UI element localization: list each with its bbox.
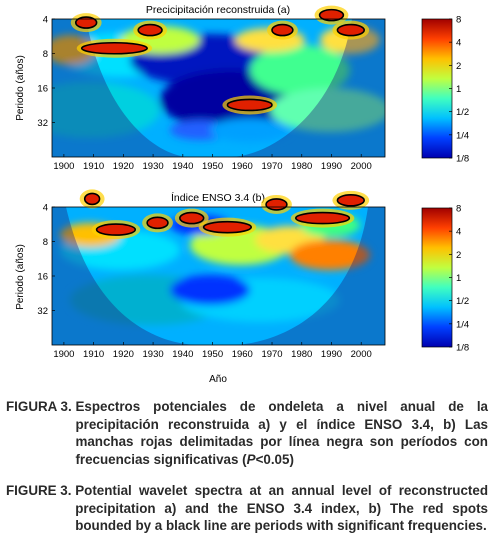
significant-region	[265, 198, 288, 211]
x-tick-label: 1920	[113, 161, 134, 172]
y-axis-a: 4 8 16 32	[37, 15, 55, 129]
colorbar-a: 8 4 2 1 1/2 1/4 1/8	[421, 15, 469, 165]
colorbar-tick-label: 1/2	[456, 107, 469, 118]
colorbar-tick-label: 4	[456, 227, 461, 238]
x-tick-label: 1990	[321, 161, 342, 172]
caption-en-text: Potential wavelet spectra at an annual l…	[75, 483, 488, 534]
y-tick-label: 32	[37, 306, 48, 317]
colorbar-b: 8 4 2 1 1/2 1/4 1/8	[421, 204, 469, 354]
x-tick-label: 2000	[351, 349, 372, 360]
colorbar-tick-label: 8	[456, 204, 461, 215]
y-axis-label-a: Periodo (años)	[15, 55, 26, 121]
x-tick-label: 1980	[291, 161, 312, 172]
y-axis-label-b: Periodo (años)	[15, 244, 26, 310]
colorbar-gradient	[421, 18, 453, 159]
heatmap-patch	[52, 35, 95, 65]
x-axis-label-b: Año	[209, 374, 227, 385]
heatmap-patch	[250, 45, 350, 95]
wavelet-figure: Precicipitación reconstruida (a) 1900 191…	[15, 4, 469, 385]
significant-region	[202, 220, 253, 234]
chart-title-a: Precicipitación reconstruida (a)	[146, 4, 290, 16]
x-tick-label: 1920	[113, 349, 134, 360]
caption-english: FIGURE 3. Potential wavelet spectra at a…	[6, 482, 488, 535]
significant-region	[179, 211, 205, 225]
colorbar-tick-label: 1/2	[456, 296, 469, 307]
colorbar-tick-label: 8	[456, 15, 461, 26]
significant-region	[271, 23, 294, 37]
caption-spanish: FIGURA 3. Espectros potenciales de ondel…	[6, 398, 488, 468]
significant-region	[295, 211, 351, 225]
colorbar-tick-label: 2	[456, 61, 461, 72]
colorbar-tick-label: 4	[456, 38, 461, 49]
significant-region	[80, 41, 148, 55]
significant-region	[83, 192, 101, 206]
x-tick-label: 1980	[291, 349, 312, 360]
colorbar-tick-label: 1	[456, 84, 461, 95]
significant-region	[336, 194, 365, 207]
significant-region	[74, 16, 98, 29]
y-tick-label: 32	[37, 118, 48, 129]
significant-region	[137, 23, 163, 37]
y-tick-label: 8	[43, 237, 48, 248]
caption-es-p: P	[246, 451, 256, 467]
heatmap-patch	[170, 275, 250, 305]
colorbar-tick-label: 1	[456, 273, 461, 284]
x-tick-label: 1910	[83, 349, 104, 360]
colorbar-tick-label: 1/8	[456, 154, 469, 165]
y-tick-label: 4	[43, 203, 48, 214]
significant-regions-b	[79, 189, 370, 240]
x-axis-a: 1900 1910 1920 1930 1940 1950 1960 1970 1980 1990…	[53, 154, 372, 172]
significant-region	[146, 216, 169, 230]
y-tick-label: 8	[43, 49, 48, 60]
cone-of-influence-b	[52, 207, 385, 345]
significant-region	[318, 8, 345, 22]
caption-es-text: Espectros potenciales de ondeleta a nive…	[75, 399, 488, 467]
x-tick-label: 1960	[232, 161, 253, 172]
chart-title-b: Índice ENSO 3.4 (b)	[171, 191, 265, 204]
x-tick-label: 1950	[202, 349, 223, 360]
x-tick-label: 1970	[261, 161, 282, 172]
x-tick-label: 1900	[53, 349, 74, 360]
significant-region	[336, 23, 365, 37]
y-tick-label: 16	[37, 272, 48, 283]
x-axis-b: 1900 1910 1920 1930 1940 1950 1960 1970 1980 1990…	[53, 342, 372, 360]
heatmap-b	[60, 213, 370, 325]
panel-b: Índice ENSO 3.4 (b) 1900 1910 1920 1930 1940…	[15, 189, 469, 385]
x-tick-label: 1940	[172, 161, 193, 172]
significant-regions-a	[70, 5, 370, 115]
x-tick-label: 1930	[143, 161, 164, 172]
x-tick-label: 1970	[261, 349, 282, 360]
colorbar-tick-label: 1/4	[456, 319, 469, 330]
colorbar-gradient	[421, 207, 453, 348]
x-tick-label: 1990	[321, 349, 342, 360]
x-tick-label: 1950	[202, 161, 223, 172]
y-tick-label: 16	[37, 84, 48, 95]
x-tick-label: 1940	[172, 349, 193, 360]
caption-es-tail: <0.05)	[255, 451, 294, 467]
colorbar-tick-label: 2	[456, 250, 461, 261]
x-tick-label: 1910	[83, 161, 104, 172]
heatmap-patch	[52, 82, 160, 138]
panel-a: Precicipitación reconstruida (a) 1900 191…	[15, 4, 469, 172]
significant-region	[95, 223, 137, 236]
caption-en-label: FIGURE 3.	[6, 483, 76, 498]
x-tick-label: 1900	[53, 161, 74, 172]
x-tick-label: 2000	[351, 161, 372, 172]
x-tick-label: 1930	[143, 349, 164, 360]
caption-es-label: FIGURA 3.	[6, 399, 76, 414]
colorbar-tick-label: 1/4	[456, 130, 469, 141]
significant-region	[226, 98, 273, 112]
x-tick-label: 1960	[232, 349, 253, 360]
y-tick-label: 4	[43, 15, 48, 26]
heatmap-patch	[290, 240, 370, 270]
cone-of-influence-a	[52, 19, 385, 157]
colorbar-tick-label: 1/8	[456, 343, 469, 354]
heatmap-patch	[270, 88, 385, 132]
heatmap-patch	[210, 118, 290, 142]
y-axis-b: 4 8 16 32	[37, 203, 55, 317]
